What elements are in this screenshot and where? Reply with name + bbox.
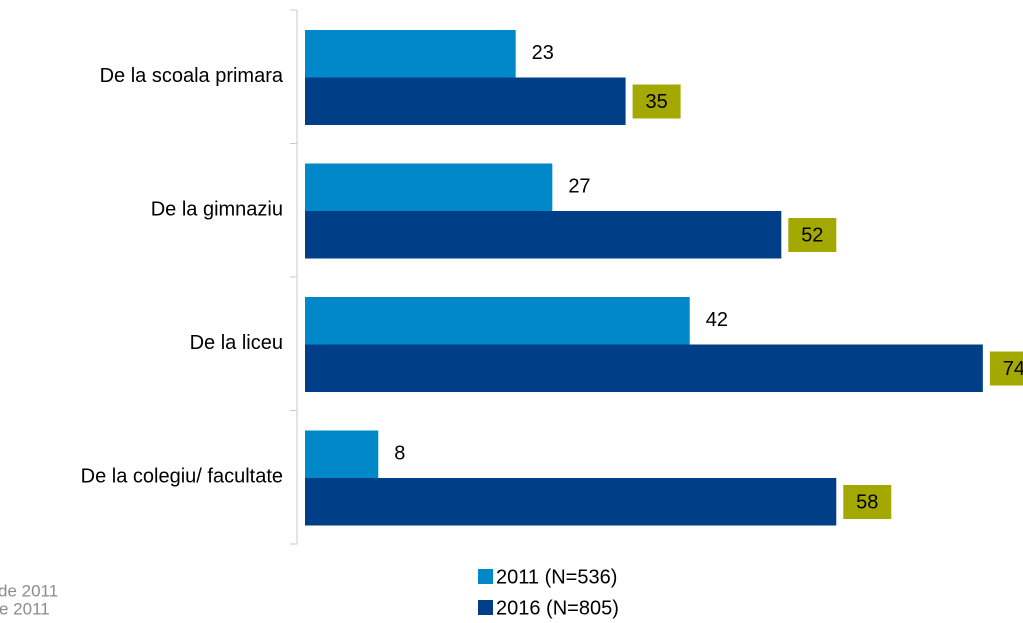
bar — [305, 30, 516, 78]
category-label: De la scoala primara — [100, 65, 284, 87]
value-label: 8 — [394, 443, 405, 465]
bar — [305, 77, 626, 125]
value-label: 52 — [801, 224, 823, 246]
note: e 2011 — [0, 599, 50, 618]
value-label: 23 — [532, 42, 554, 64]
value-label: 74 — [1003, 358, 1023, 380]
value-label-box — [843, 485, 892, 519]
value-label: 35 — [645, 91, 667, 113]
value-label: 42 — [706, 309, 728, 331]
value-label-box — [989, 351, 1023, 386]
value-label: 58 — [856, 491, 878, 513]
legend-swatch — [478, 600, 493, 615]
value-label: 27 — [568, 176, 590, 198]
value-label-box — [788, 218, 837, 252]
category-label: De la liceu — [190, 332, 283, 354]
bar — [305, 478, 837, 526]
bar — [305, 297, 690, 345]
note: de 2011 — [0, 581, 58, 600]
legend-label: 2016 (N=805) — [496, 597, 619, 619]
bar — [305, 344, 983, 392]
legend-swatch — [478, 569, 493, 584]
category-label: De la gimnaziu — [151, 199, 283, 221]
value-label-box — [632, 84, 681, 119]
bar — [305, 163, 553, 211]
bar — [305, 211, 782, 259]
bar — [305, 430, 379, 478]
category-label: De la colegiu/ facultate — [81, 466, 283, 488]
legend-label: 2011 (N=536) — [496, 566, 617, 588]
